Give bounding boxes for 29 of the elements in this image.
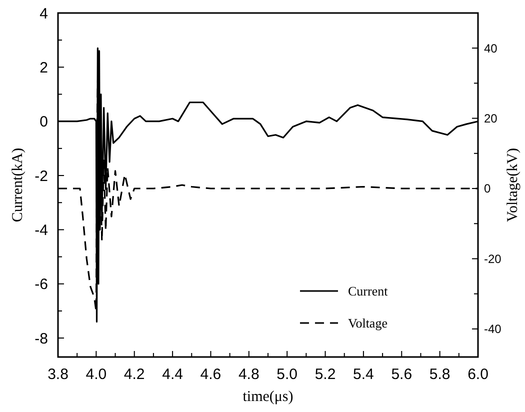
- y2-tick-label: 40: [484, 41, 498, 56]
- x-tick-label: 3.8: [48, 366, 68, 383]
- x-tick-label: 4.6: [200, 366, 222, 383]
- x-tick-label: 5.6: [391, 366, 412, 383]
- y2-tick-label: 20: [484, 112, 498, 126]
- x-tick-label: 5.8: [429, 366, 450, 383]
- x-tick-label: 5.2: [314, 366, 336, 383]
- x-tick-label: 6.0: [468, 366, 488, 383]
- legend-label: Voltage: [348, 316, 388, 331]
- x-tick-label: 5.0: [276, 366, 298, 383]
- y2-tick-label: -20: [484, 252, 502, 266]
- y-tick-label: 0: [40, 114, 48, 131]
- y-tick-label: -6: [34, 276, 48, 294]
- y-tick-label: -8: [34, 330, 48, 348]
- y-tick-label: 2: [40, 59, 48, 76]
- y2-tick-label: 0: [484, 182, 491, 196]
- y-tick-label: -2: [34, 168, 48, 185]
- y-tick-label: -4: [34, 222, 48, 239]
- x-tick-label: 4.2: [124, 366, 145, 383]
- y-tick-label: 4: [40, 5, 48, 22]
- y2-axis-title: Voltage(kV): [505, 148, 521, 222]
- x-tick-label: 4.8: [238, 366, 260, 383]
- legend-label: Current: [348, 284, 388, 299]
- x-tick-label: 5.4: [353, 366, 374, 383]
- x-axis-title: time(μs): [242, 389, 294, 405]
- x-tick-label: 4.0: [86, 366, 107, 383]
- x-tick-label: 4.4: [162, 366, 183, 383]
- y2-tick-label: -40: [484, 322, 502, 336]
- y-axis-title: Current(kA): [10, 148, 26, 222]
